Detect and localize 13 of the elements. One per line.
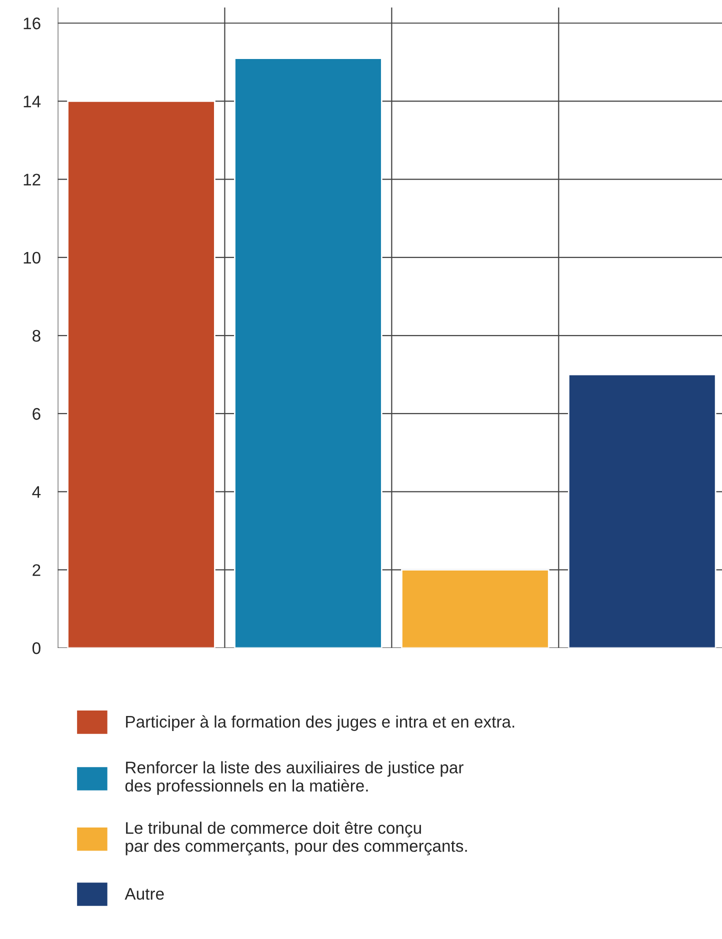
legend-label: Participer à la formation des juges e intra et en extra.: [126, 715, 514, 731]
y-tick-label: 14: [24, 96, 41, 108]
y-tick-label: 2: [32, 564, 40, 576]
y-tick-label: 6: [32, 408, 40, 420]
legend-label: Autre: [124, 888, 164, 900]
legend-label: Le tribunal de commerce doit être conçu par des commerçants, pour des commerçants.: [126, 822, 467, 856]
y-tick-label: 0: [32, 642, 40, 654]
y-tick-label: 4: [32, 486, 41, 498]
y-tick-label: 12: [24, 174, 40, 186]
y-tick-label: 16: [24, 18, 40, 30]
y-tick-label: 8: [32, 330, 40, 342]
y-tick-label: 10: [24, 252, 40, 264]
legend-label: Renforcer la liste des auxiliaires de justice par des professionnels en la matière.: [125, 761, 464, 795]
